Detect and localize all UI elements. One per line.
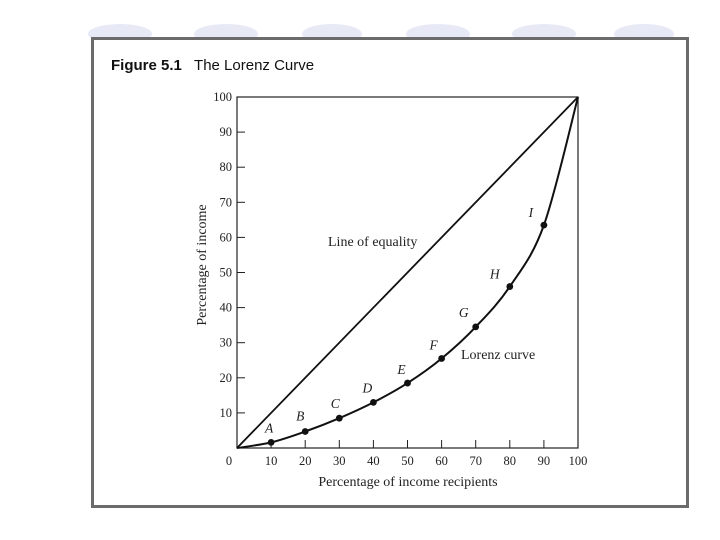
y-tick-label: 50 bbox=[220, 266, 233, 280]
y-tick-label: 60 bbox=[220, 230, 233, 244]
point-label-d: D bbox=[362, 380, 373, 395]
x-tick-label: 70 bbox=[469, 454, 482, 468]
point-label-h: H bbox=[489, 267, 501, 282]
point-label-i: I bbox=[528, 205, 535, 220]
x-tick-label: 100 bbox=[569, 454, 588, 468]
point-b bbox=[301, 428, 309, 435]
lorenz-curve bbox=[236, 96, 579, 449]
line-of-equality bbox=[236, 96, 579, 449]
figure-frame bbox=[91, 37, 689, 508]
y-tick-label: 40 bbox=[220, 301, 233, 315]
point-f bbox=[438, 355, 445, 362]
point-label-e: E bbox=[396, 362, 406, 377]
y-tick-label: 10 bbox=[220, 406, 233, 420]
y-tick-label: 80 bbox=[220, 160, 233, 174]
decorative-header-strip bbox=[88, 24, 674, 38]
point-label-f: F bbox=[428, 337, 438, 352]
figure-name: The Lorenz Curve bbox=[194, 57, 315, 74]
marks-layer: A B C D E F G H I bbox=[264, 205, 548, 446]
point-label-c: C bbox=[331, 396, 341, 411]
point-e bbox=[404, 379, 411, 387]
axes: 0 10 20 30 40 50 60 70 80 90 100 10 20 30 40 50 60 70 80 90… bbox=[213, 90, 587, 468]
point-label-g: G bbox=[459, 305, 469, 320]
annotation-line-of-equality: Line of equality bbox=[328, 235, 417, 250]
x-tick-label: 50 bbox=[401, 454, 414, 468]
x-tick-label: 40 bbox=[367, 454, 380, 468]
x-tick-label: 0 bbox=[226, 454, 232, 468]
point-label-a: A bbox=[264, 420, 274, 435]
x-tick-label: 90 bbox=[538, 454, 551, 468]
point-c bbox=[335, 414, 343, 422]
point-i bbox=[540, 221, 548, 229]
point-h bbox=[506, 283, 514, 290]
x-axis-label: Percentage of income recipients bbox=[318, 475, 497, 490]
point-label-b: B bbox=[296, 409, 304, 424]
y-tick-label: 20 bbox=[220, 371, 233, 385]
y-tick-label: 100 bbox=[213, 90, 232, 104]
x-tick-label: 60 bbox=[435, 454, 448, 468]
figure-number: Figure 5.1 bbox=[111, 57, 182, 74]
x-tick-label: 80 bbox=[504, 454, 517, 468]
figure-title: Figure 5.1 The Lorenz Curve bbox=[111, 57, 314, 74]
annotation-lorenz-curve: Lorenz curve bbox=[461, 348, 535, 363]
y-tick-label: 70 bbox=[220, 195, 233, 209]
y-tick-label: 30 bbox=[220, 336, 233, 350]
point-g bbox=[472, 323, 480, 331]
point-d bbox=[370, 398, 377, 406]
series-layer bbox=[236, 96, 579, 449]
x-tick-label: 10 bbox=[265, 454, 278, 468]
y-tick-label: 90 bbox=[220, 125, 233, 139]
y-axis-label: Percentage of income bbox=[195, 204, 210, 325]
point-a bbox=[267, 438, 275, 446]
x-tick-label: 20 bbox=[299, 454, 312, 468]
x-tick-label: 30 bbox=[333, 454, 346, 468]
